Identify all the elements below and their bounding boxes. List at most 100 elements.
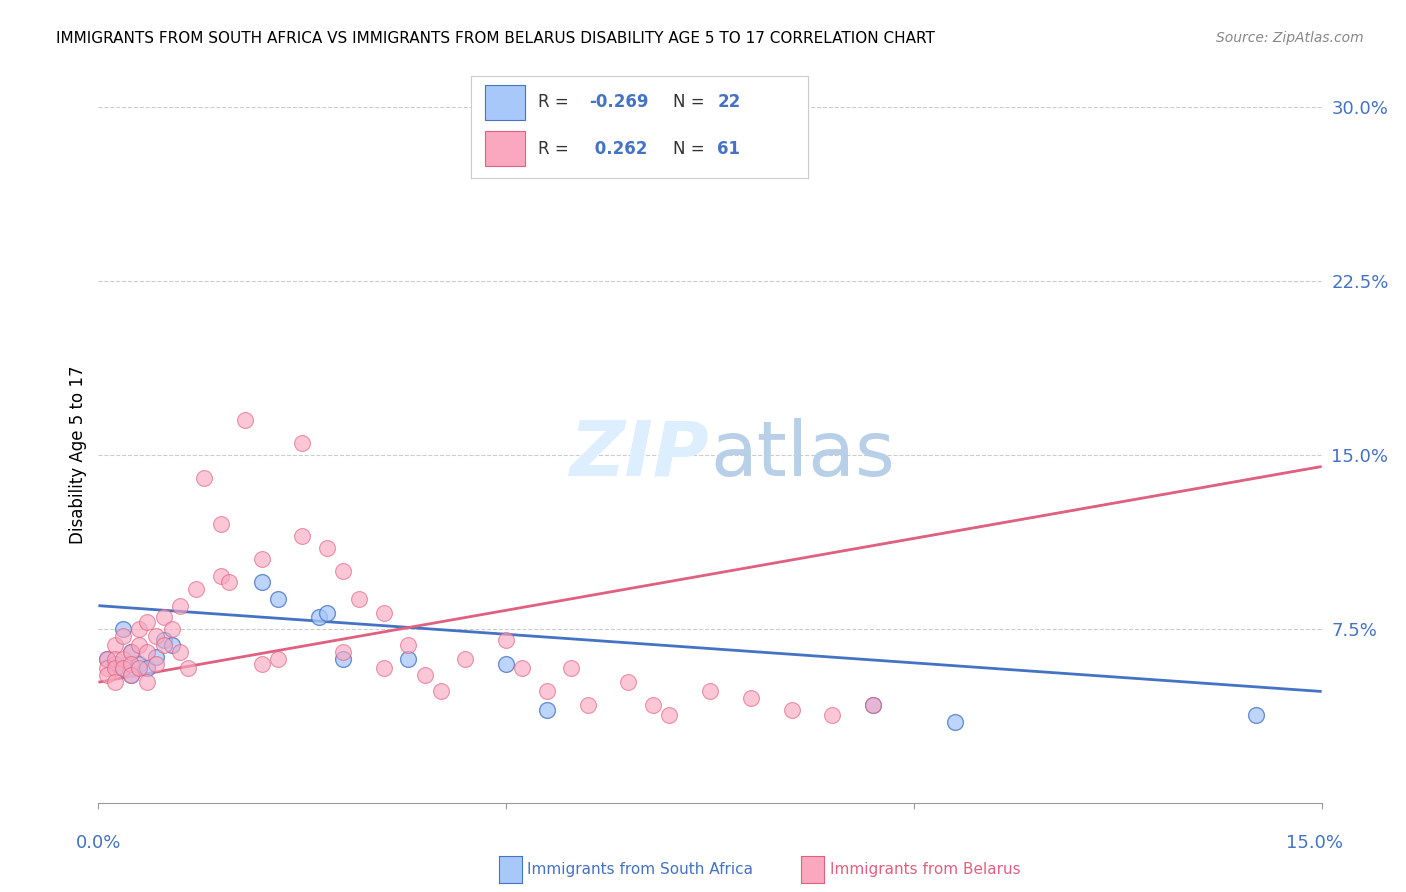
Point [699,684,721,698]
Point [111,622,134,636]
Point [267,591,290,606]
Point [536,684,558,698]
Text: IMMIGRANTS FROM SOUTH AFRICA VS IMMIGRANTS FROM BELARUS DISABILITY AGE 5 TO 17 C: IMMIGRANTS FROM SOUTH AFRICA VS IMMIGRAN… [56,31,935,46]
Point [641,698,664,713]
Point [104,675,127,690]
Point [373,661,395,675]
Point [943,714,966,729]
Point [209,517,232,532]
Point [104,652,127,666]
Point [128,657,150,671]
Point [186,582,208,597]
Point [862,698,884,713]
Point [169,645,191,659]
Point [120,657,142,671]
Text: 15.0%: 15.0% [1286,834,1343,852]
Point [120,668,142,682]
Point [332,645,354,659]
Point [218,575,240,590]
Point [1246,707,1268,722]
Point [332,652,354,666]
Point [430,684,453,698]
Point [250,575,273,590]
Point [413,668,436,682]
Point [120,668,142,682]
Text: atlas: atlas [710,418,894,491]
Point [145,629,167,643]
Point [136,675,159,690]
Text: N =: N = [673,140,710,158]
Point [349,591,371,606]
Text: -0.269: -0.269 [589,94,648,112]
Point [332,564,354,578]
Point [495,657,517,671]
Point [152,638,174,652]
Point [740,691,762,706]
Point [308,610,330,624]
Point [136,615,159,629]
Point [111,629,134,643]
Point [250,657,273,671]
FancyBboxPatch shape [485,85,524,120]
Point [145,657,167,671]
Text: Immigrants from South Africa: Immigrants from South Africa [527,863,754,877]
FancyBboxPatch shape [485,131,524,166]
Text: Source: ZipAtlas.com: Source: ZipAtlas.com [1216,31,1364,45]
Point [160,622,183,636]
Point [120,645,142,659]
Point [576,698,599,713]
Point [104,661,127,675]
Text: R =: R = [538,94,575,112]
Point [104,657,127,671]
Point [152,633,174,648]
Point [267,652,290,666]
Point [617,675,640,690]
Point [658,707,681,722]
Point [454,652,477,666]
Point [111,661,134,675]
Point [160,638,183,652]
Point [209,568,232,582]
Point [536,703,558,717]
Point [291,529,314,543]
Point [120,645,142,659]
Point [250,552,273,566]
Text: R =: R = [538,140,575,158]
Text: N =: N = [673,94,710,112]
Point [780,703,803,717]
Text: 22: 22 [717,94,741,112]
Y-axis label: Disability Age 5 to 17: Disability Age 5 to 17 [69,366,87,544]
Point [136,645,159,659]
Point [96,668,118,682]
Point [177,661,200,675]
Text: 0.0%: 0.0% [76,834,121,852]
Point [862,698,884,713]
Point [560,661,582,675]
Point [96,661,118,675]
Text: 0.262: 0.262 [589,140,648,158]
Point [128,622,150,636]
Text: ZIP: ZIP [571,418,710,491]
Point [111,652,134,666]
Point [96,652,118,666]
Point [128,638,150,652]
Point [152,610,174,624]
Point [315,606,337,620]
Point [373,606,395,620]
Point [96,652,118,666]
Point [104,638,127,652]
Point [193,471,215,485]
Point [512,661,534,675]
Text: Immigrants from Belarus: Immigrants from Belarus [830,863,1021,877]
Point [233,413,256,427]
Point [111,661,134,675]
Point [396,638,419,652]
Point [396,652,419,666]
Text: 61: 61 [717,140,741,158]
Point [128,661,150,675]
Point [136,661,159,675]
Point [315,541,337,555]
Point [169,599,191,613]
Point [145,649,167,664]
Point [821,707,844,722]
